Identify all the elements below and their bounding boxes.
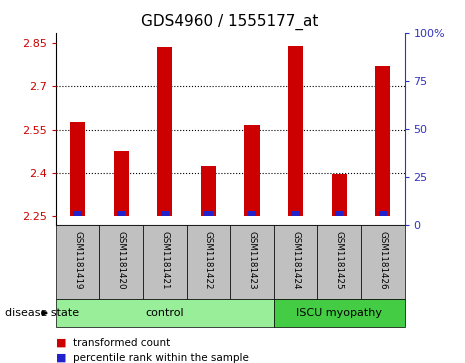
Bar (201, 166, 216, 216)
Bar (204, 211, 213, 216)
Text: ■: ■ (56, 352, 66, 363)
Text: ■: ■ (56, 338, 66, 348)
Text: GSM1181421: GSM1181421 (160, 231, 169, 290)
Text: GSM1181425: GSM1181425 (335, 231, 344, 290)
Text: GSM1181426: GSM1181426 (378, 231, 387, 290)
Bar (375, 66, 391, 216)
Bar (288, 46, 303, 216)
Bar (113, 151, 129, 216)
Text: control: control (146, 308, 184, 318)
Text: GSM1181420: GSM1181420 (117, 231, 126, 290)
Bar (244, 125, 259, 216)
Text: disease state: disease state (5, 308, 79, 318)
Bar (379, 211, 387, 216)
Bar (157, 47, 173, 216)
Text: GSM1181419: GSM1181419 (73, 231, 82, 290)
Text: transformed count: transformed count (73, 338, 171, 348)
Bar (70, 122, 85, 216)
Text: GSM1181424: GSM1181424 (291, 231, 300, 290)
Bar (248, 211, 256, 216)
Text: GSM1181422: GSM1181422 (204, 231, 213, 290)
Text: GSM1181423: GSM1181423 (247, 231, 257, 290)
Bar (332, 175, 347, 216)
Title: GDS4960 / 1555177_at: GDS4960 / 1555177_at (141, 14, 319, 30)
Text: ISCU myopathy: ISCU myopathy (296, 308, 382, 318)
Bar (335, 211, 343, 216)
Bar (160, 211, 169, 216)
Bar (117, 211, 126, 216)
Bar (292, 211, 300, 216)
Bar (73, 211, 82, 216)
Text: percentile rank within the sample: percentile rank within the sample (73, 352, 249, 363)
